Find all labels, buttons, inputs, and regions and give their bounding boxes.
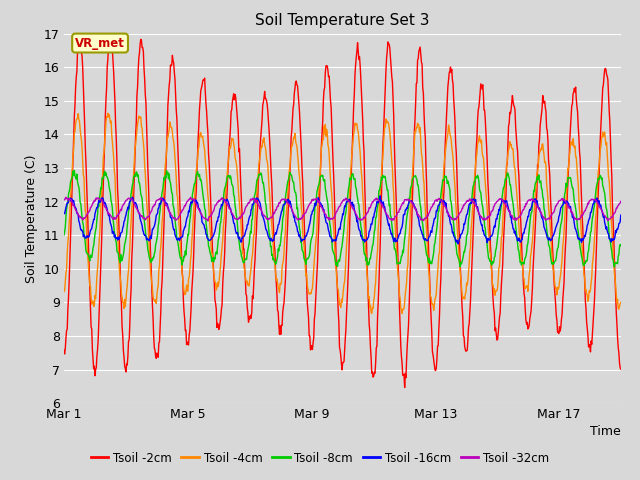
Line: Tsoil -8cm: Tsoil -8cm [64, 170, 621, 267]
Tsoil -4cm [264, 158, 271, 164]
Tsoil -32cm [294, 217, 301, 223]
Tsoil -2cm [511, 107, 519, 113]
Tsoil -4cm [377, 184, 385, 190]
Tsoil -32cm [204, 218, 212, 224]
Title: Soil Temperature Set 3: Soil Temperature Set 3 [255, 13, 429, 28]
Tsoil -2cm [617, 366, 625, 372]
Tsoil -8cm [293, 206, 301, 212]
Tsoil -2cm [264, 102, 271, 108]
Tsoil -32cm [377, 200, 385, 206]
Tsoil -2cm [60, 348, 68, 353]
Tsoil -2cm [80, 99, 88, 105]
Tsoil -8cm [611, 264, 618, 270]
Tsoil -16cm [191, 197, 199, 203]
Tsoil -4cm [617, 300, 625, 305]
Tsoil -16cm [376, 193, 384, 199]
Tsoil -32cm [81, 216, 88, 221]
Line: Tsoil -2cm: Tsoil -2cm [64, 30, 621, 387]
Tsoil -16cm [376, 198, 383, 204]
Tsoil -8cm [376, 184, 384, 190]
Tsoil -16cm [60, 211, 68, 216]
Tsoil -8cm [70, 168, 78, 173]
Line: Tsoil -4cm: Tsoil -4cm [64, 113, 621, 313]
Tsoil -8cm [81, 235, 88, 240]
Tsoil -4cm [293, 144, 301, 149]
Tsoil -2cm [401, 384, 408, 390]
Tsoil -32cm [60, 197, 68, 203]
Tsoil -16cm [454, 241, 462, 247]
Tsoil -32cm [192, 201, 200, 206]
Tsoil -2cm [376, 244, 384, 250]
Text: VR_met: VR_met [75, 36, 125, 49]
Tsoil -32cm [62, 194, 70, 200]
Tsoil -16cm [80, 232, 88, 238]
Tsoil -16cm [511, 228, 519, 234]
Tsoil -4cm [511, 165, 519, 171]
Tsoil -32cm [617, 198, 625, 204]
Tsoil -8cm [511, 213, 518, 219]
Tsoil -8cm [617, 243, 625, 249]
Tsoil -32cm [511, 217, 519, 223]
Tsoil -16cm [263, 227, 271, 233]
Tsoil -4cm [60, 289, 68, 295]
Tsoil -8cm [192, 177, 200, 182]
Tsoil -4cm [80, 175, 88, 180]
Tsoil -8cm [60, 232, 68, 238]
Tsoil -4cm [104, 110, 112, 116]
Line: Tsoil -16cm: Tsoil -16cm [64, 196, 621, 244]
Tsoil -4cm [192, 177, 200, 183]
Tsoil -2cm [192, 198, 200, 204]
Tsoil -16cm [617, 212, 625, 218]
Legend: Tsoil -2cm, Tsoil -4cm, Tsoil -8cm, Tsoil -16cm, Tsoil -32cm: Tsoil -2cm, Tsoil -4cm, Tsoil -8cm, Tsoi… [86, 447, 554, 469]
Tsoil -2cm [293, 82, 301, 88]
Text: Time: Time [590, 425, 621, 438]
Tsoil -4cm [368, 311, 376, 316]
Tsoil -8cm [264, 214, 271, 219]
Tsoil -16cm [292, 223, 300, 228]
Line: Tsoil -32cm: Tsoil -32cm [64, 197, 621, 221]
Y-axis label: Soil Temperature (C): Soil Temperature (C) [26, 154, 38, 283]
Tsoil -32cm [264, 216, 272, 222]
Tsoil -2cm [107, 27, 115, 33]
